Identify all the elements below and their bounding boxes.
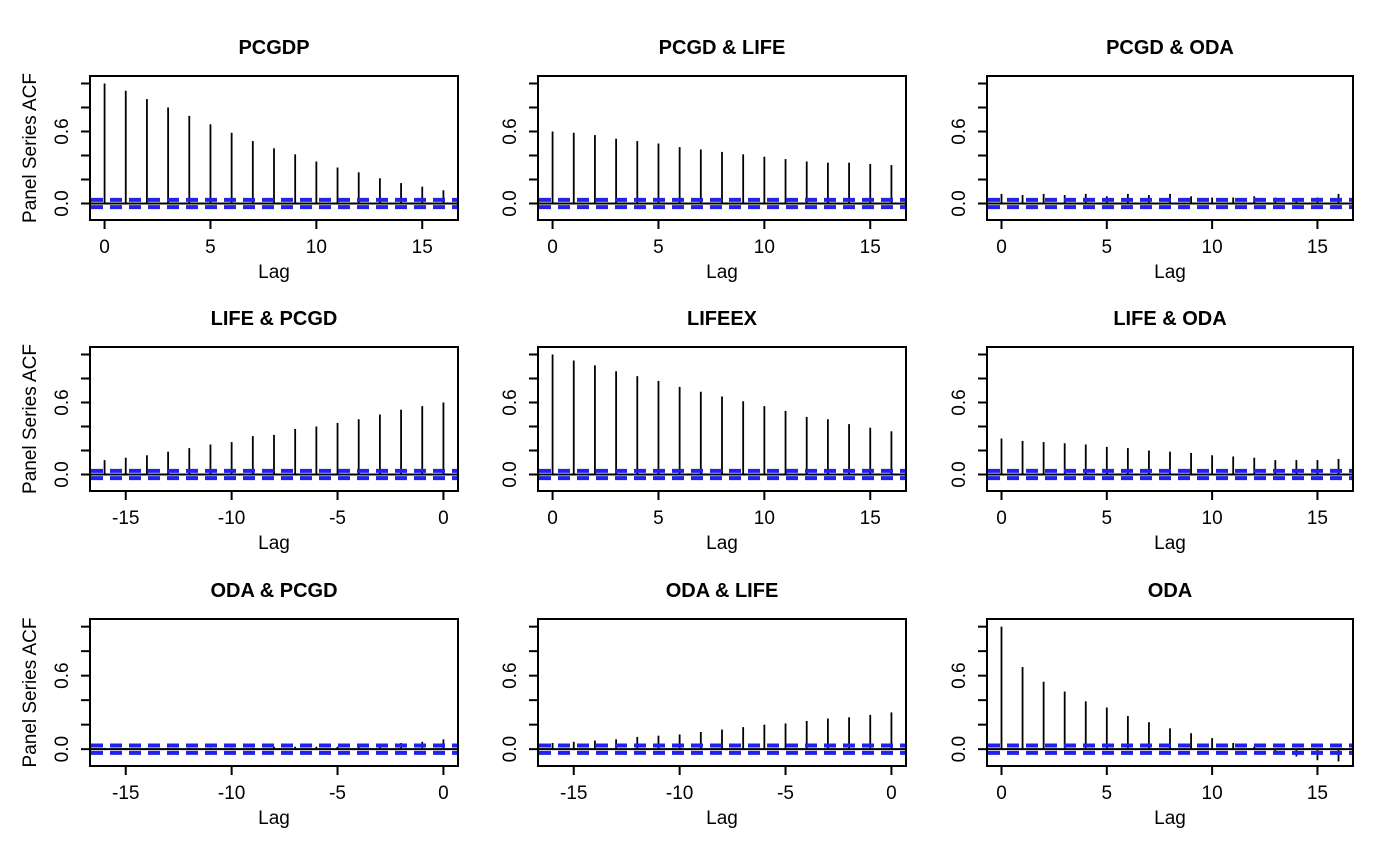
acf-panel-pcgdp: PCGDP 0.0 0.6 0 5 10 15 Lag Panel Series ACF [20,37,459,283]
acf-panel-oda-life: ODA & LIFE 0.0 0.6 -15 -10 -5 0 Lag [500,580,907,829]
acf-panel-oda: ODA 0.0 0.6 0 5 10 15 Lag [949,580,1354,829]
panel-title: LIFE & PCGD [211,308,338,330]
y-tick-label: 0.0 [949,736,970,762]
x-tick-label: 0 [996,783,1007,804]
y-tick-label: 0.0 [500,736,521,762]
y-tick-label: 0.6 [52,389,73,415]
x-axis-label: Lag [258,808,290,829]
plot-box [986,618,1354,767]
plot-box [986,346,1354,492]
x-tick-label: -5 [329,783,346,804]
panel-title: PCGD & ODA [1106,37,1234,59]
panel-title: PCGDP [238,37,309,59]
x-tick-label: 15 [412,237,433,258]
y-tick-label: 0.6 [500,662,521,688]
x-axis-label: Lag [706,533,738,554]
x-tick-label: 5 [1102,237,1113,258]
x-tick-label: 15 [860,508,881,529]
x-tick-label: -15 [112,508,139,529]
x-tick-label: -10 [218,508,245,529]
x-tick-label: 0 [886,783,897,804]
y-tick-label: 0.0 [500,190,521,216]
x-tick-label: 5 [653,508,664,529]
x-tick-label: 15 [1307,508,1328,529]
x-axis-label: Lag [258,533,290,554]
acf-panel-lifeex: LIFEEX 0.0 0.6 0 5 10 15 Lag [500,308,907,554]
x-axis-label: Lag [706,808,738,829]
acf-panel-life-pcgd: LIFE & PCGD 0.0 0.6 -15 -10 -5 0 Lag Panel Serie… [20,308,459,554]
x-tick-label: -10 [666,783,693,804]
panel-title: ODA & LIFE [666,580,779,602]
y-tick-label: 0.0 [500,461,521,487]
plot-box [537,346,907,492]
y-tick-label: 0.0 [52,461,73,487]
acf-panel-pcgd-life: PCGD & LIFE 0.0 0.6 0 5 10 15 Lag [500,37,907,283]
y-tick-label: 0.6 [949,389,970,415]
panel-title: LIFEEX [687,308,758,330]
y-tick-label: 0.0 [949,190,970,216]
x-tick-label: 10 [1202,508,1223,529]
y-tick-label: 0.0 [52,190,73,216]
x-axis-label: Lag [1154,808,1186,829]
x-axis-label: Lag [258,262,290,283]
x-tick-label: 5 [1102,508,1113,529]
y-axis-label: Panel Series ACF [20,73,41,223]
y-tick-label: 0.6 [949,118,970,144]
y-tick-label: 0.6 [949,662,970,688]
x-tick-label: -15 [560,783,587,804]
x-tick-label: 0 [438,508,449,529]
plot-box [89,75,459,221]
y-tick-label: 0.0 [949,461,970,487]
x-axis-label: Lag [1154,533,1186,554]
y-tick-label: 0.6 [500,118,521,144]
acf-panel-oda-pcgd: ODA & PCGD 0.0 0.6 -15 -10 -5 0 Lag Panel Series… [20,580,459,829]
y-tick-label: 0.6 [52,118,73,144]
acf-panel-pcgd-oda: PCGD & ODA 0.0 0.6 0 5 10 15 Lag [949,37,1354,283]
x-tick-label: -5 [777,783,794,804]
x-tick-label: -15 [112,783,139,804]
x-tick-label: 10 [754,508,775,529]
plot-box [89,618,459,767]
x-tick-label: -10 [218,783,245,804]
plot-box [537,618,907,767]
x-tick-label: 10 [1202,237,1223,258]
y-tick-label: 0.0 [52,736,73,762]
x-axis-label: Lag [1154,262,1186,283]
x-tick-label: 15 [1307,237,1328,258]
x-tick-label: 0 [996,508,1007,529]
x-tick-label: -5 [329,508,346,529]
panel-title: ODA & PCGD [210,580,337,602]
x-tick-label: 5 [653,237,664,258]
x-tick-label: 10 [754,237,775,258]
x-tick-label: 0 [99,237,110,258]
y-tick-label: 0.6 [52,662,73,688]
y-axis-label: Panel Series ACF [20,618,41,768]
panel-title: PCGD & LIFE [659,37,786,59]
x-tick-label: 5 [205,237,216,258]
plot-box [89,346,459,492]
x-axis-label: Lag [706,262,738,283]
x-tick-label: 0 [438,783,449,804]
panel-title: ODA [1148,580,1192,602]
plot-box [537,75,907,221]
y-tick-label: 0.6 [500,389,521,415]
panel-title: LIFE & ODA [1113,308,1226,330]
acf-panel-life-oda: LIFE & ODA 0.0 0.6 0 5 10 15 Lag [949,308,1354,554]
x-tick-label: 10 [1202,783,1223,804]
x-tick-label: 10 [306,237,327,258]
x-tick-label: 5 [1102,783,1113,804]
x-tick-label: 0 [996,237,1007,258]
y-axis-label: Panel Series ACF [20,344,41,494]
x-tick-label: 15 [1307,783,1328,804]
x-tick-label: 0 [547,237,558,258]
x-tick-label: 15 [860,237,881,258]
plot-box [986,75,1354,221]
x-tick-label: 0 [547,508,558,529]
